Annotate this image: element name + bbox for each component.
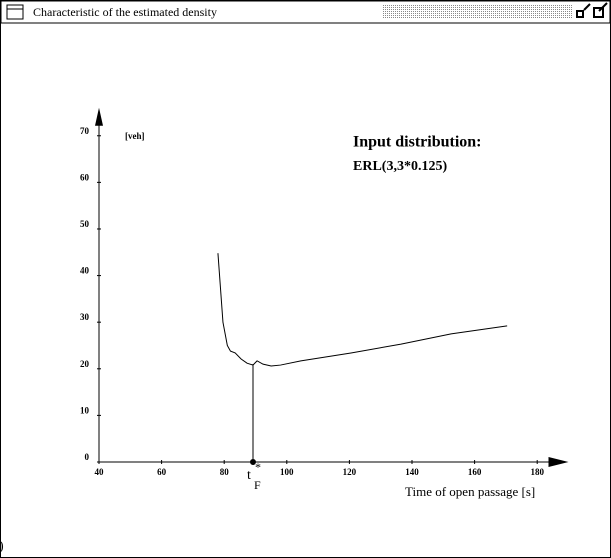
y-tick-label: 30 [80,312,90,322]
x-tick-label: 160 [468,467,482,477]
y-axis-arrow [95,107,103,126]
icon [598,2,608,12]
y-tick-label: 40 [80,266,90,276]
y-tick-label: 10 [80,405,90,415]
system-menu-icon[interactable] [6,4,24,20]
x-axis-label: Time of open passage [s] [405,484,535,499]
x-tick-label: 40 [95,467,105,477]
x-tick-label: 100 [280,467,294,477]
marker-label-sup: * [255,460,261,474]
title-bar-pattern [383,5,573,19]
maximize-button[interactable] [593,2,608,18]
x-tick-label: 80 [220,467,230,477]
icon [583,3,591,11]
annotation-title: Input distribution: [353,134,482,151]
x-tick-label: 180 [530,467,544,477]
line [217,253,508,367]
x-tick-label: 120 [343,467,357,477]
marker-point [249,459,256,465]
x-tick-label: 140 [405,467,419,477]
y-tick-label: 60 [80,172,90,182]
y-tick-label: 20 [80,359,90,369]
marker-label: t [247,468,251,483]
annotation-text: ERL(3,3*0.125) [353,159,447,174]
marker-label-sub: F [254,478,261,492]
chart: Input distribution: ERL(3,3*0.125) [veh]… [80,107,569,499]
y-tick-label: 70 [80,126,90,136]
y-tick-label: 50 [80,219,90,229]
minimize-button[interactable] [576,3,591,18]
x-axis-arrow [548,457,569,467]
icon [593,7,604,18]
window-title: Characteristic of the estimated density [33,5,217,19]
icon [576,10,584,18]
y-tick-label: 0 [85,452,90,462]
stray-text: ) [1,539,4,554]
y-axis-label: [veh] [125,131,145,141]
x-tick-label: 60 [157,467,167,477]
